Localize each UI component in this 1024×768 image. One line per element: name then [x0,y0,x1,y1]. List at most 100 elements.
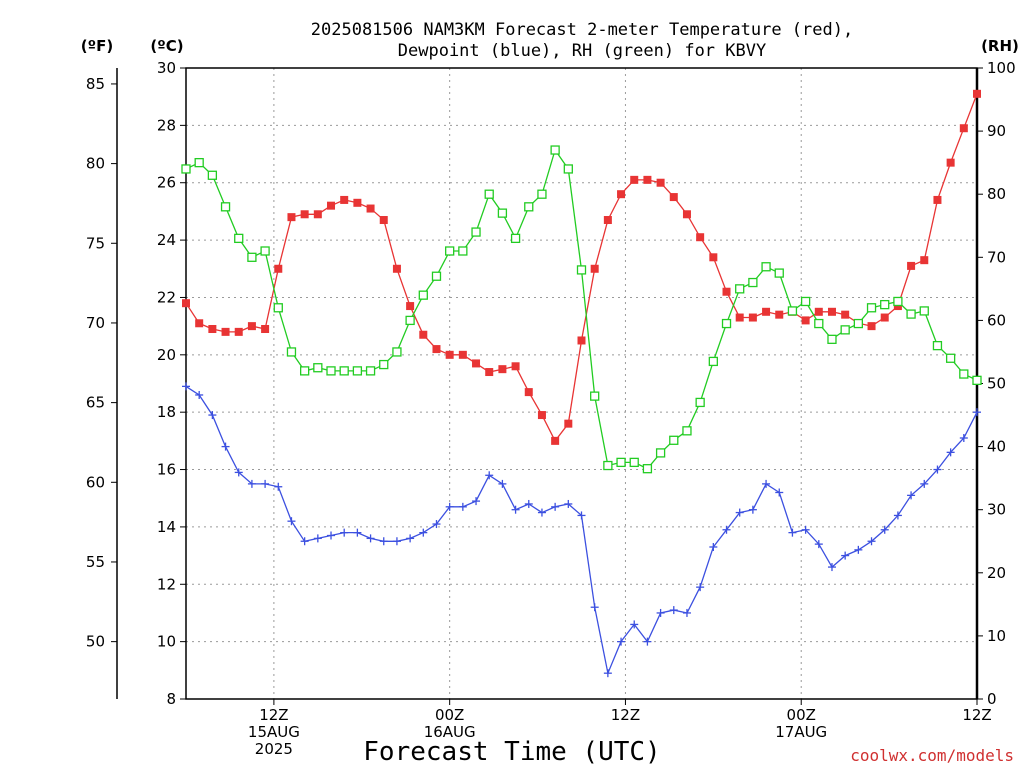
temperature-point [669,193,678,202]
rh-point [735,284,745,294]
rh-point [524,202,534,212]
rh-point [774,268,784,278]
celsius-tick-label: 18 [157,403,176,421]
temperature-point [630,175,639,184]
rh-point [893,296,903,307]
rh-point [379,359,389,370]
x-tick-label: 12Z [611,706,640,724]
dewpoint-point [366,534,375,543]
rh-point [537,189,547,199]
chart-title-line1: 2025081506 NAM3KM Forecast 2-meter Tempe… [311,20,853,40]
celsius-tick-label: 8 [166,690,176,708]
dewpoint-point [313,534,322,543]
temperature-point [445,350,454,359]
dewpoint-point [801,525,810,534]
temperature-point [419,330,428,339]
rh-point [220,202,231,212]
rh-point [352,366,363,376]
temperature-point [287,213,296,222]
rh-point [247,252,257,262]
rh-point [695,397,705,408]
dewpoint-point [524,499,533,508]
chart-title-line2: Dewpoint (blue), RH (green) for KBVY [398,41,766,61]
temperature-point [195,319,204,328]
rh-point [959,369,969,379]
celsius-tick-label: 12 [157,575,176,593]
rh-point [405,315,415,326]
dewpoint-point [709,542,718,551]
rh-point [642,464,653,474]
temperature-point [432,345,441,354]
rh-point [827,334,837,344]
dewpoint-point [788,528,797,537]
fahrenheit-tick-label: 65 [86,394,105,412]
x-tick-label: 16AUG [424,723,476,741]
temperature-point [920,256,929,265]
rh-point [392,347,402,357]
temperature-point [814,307,823,316]
temperature-point [801,316,810,325]
temperature-point [643,175,652,184]
dewpoint-point [696,583,705,592]
dewpoint-point [603,669,612,678]
series-dewpoint [182,382,981,678]
temperature-point [564,419,573,428]
dewpoint-point [340,528,349,537]
rh-point [550,145,560,155]
temperature-point [946,158,955,167]
dewpoint-point [656,608,665,617]
fahrenheit-tick-label: 80 [86,155,105,173]
rh-point [748,277,758,288]
rh-point [972,375,982,385]
rh-point [365,366,376,376]
temperature-point [458,350,467,359]
rh-tick-label: 70 [987,248,1006,266]
plot-frame [185,67,978,700]
temperature-point [841,310,850,319]
rh-point [471,227,481,237]
dewpoint-point [419,528,428,537]
x-tick-label: 12Z [259,706,288,724]
dewpoint-point [722,525,731,534]
dewpoint-point [907,491,916,500]
dewpoint-point [406,534,415,543]
rh-tick-label: 100 [987,59,1016,77]
rh-point [326,366,336,376]
dewpoint-point [208,411,217,420]
temperature-point [709,253,718,262]
temperature-point [617,190,626,199]
rh-point [510,233,521,244]
dewpoint-point [564,499,573,508]
rh-point [866,303,877,313]
dewpoint-point [933,465,942,474]
celsius-tick-label: 16 [157,461,176,479]
temperature-point [340,195,349,204]
temperature-point [696,233,705,242]
rh-point [787,306,798,316]
dewpoint-point [195,390,204,399]
dewpoint-point [353,528,362,537]
fahrenheit-unit-label: (ºF) [81,37,113,55]
temperature-point [682,210,691,219]
rh-point [655,448,666,458]
series-line-dewpoint [185,385,978,676]
temperature-point [366,204,375,213]
rh-point [616,457,626,468]
dewpoint-point [392,537,401,546]
temperature-point [735,313,744,322]
rh-point [181,164,191,174]
dewpoint-point [182,382,190,391]
temperature-point [907,261,916,270]
rh-tick-label: 90 [987,122,1006,140]
temperature-point [274,264,283,273]
celsius-tick-label: 30 [157,59,176,77]
temperature-point [524,388,533,397]
dewpoint-point [973,408,981,417]
rh-point [563,164,573,174]
temperature-point [247,322,256,331]
credit-text: coolwx.com/models [850,746,1014,765]
dewpoint-point [630,620,639,629]
series-rh [181,145,982,474]
x-tick-label: 17AUG [775,723,827,741]
